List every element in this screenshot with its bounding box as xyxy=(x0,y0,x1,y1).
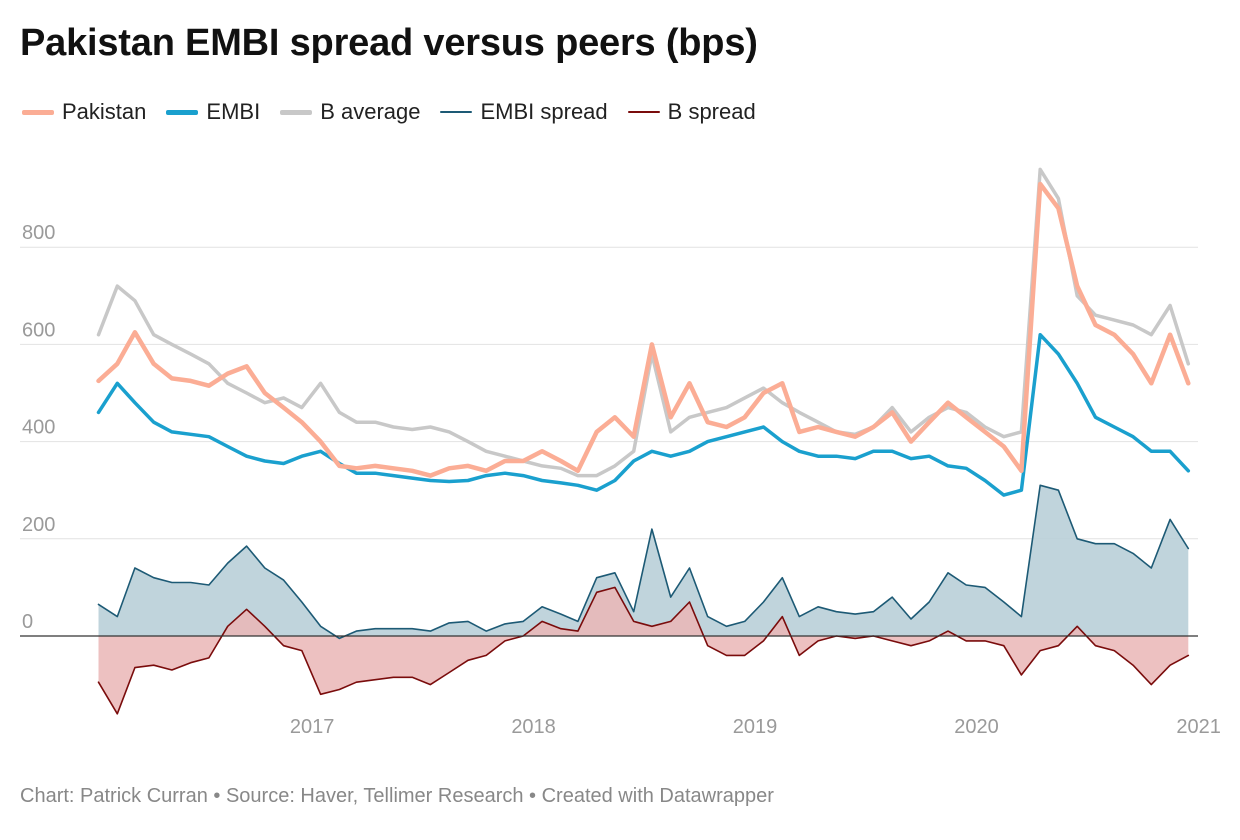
embi-spread-fill xyxy=(98,485,1189,639)
y-tick-label: 600 xyxy=(22,319,55,341)
legend-label: EMBI spread xyxy=(480,99,608,124)
series-line-b-average xyxy=(96,167,1191,478)
legend-label: EMBI xyxy=(206,99,261,124)
grid-lines xyxy=(20,246,1198,540)
x-tick-label: 2021 xyxy=(1176,716,1221,738)
chart-footer: Chart: Patrick Curran • Source: Haver, T… xyxy=(20,785,774,807)
legend-item-pakistan: Pakistan xyxy=(22,99,146,125)
legend-swatch xyxy=(627,111,660,113)
x-tick-label: 2020 xyxy=(954,716,999,738)
x-axis-labels: 2017 2018 2019 2020 2021 xyxy=(290,716,1221,738)
series-lines xyxy=(96,167,1191,715)
legend-swatch xyxy=(280,109,313,115)
chart-legend: Pakistan EMBI B average EMBI spread B spread xyxy=(22,98,776,126)
x-tick-label: 2017 xyxy=(290,716,335,738)
y-tick-label: 400 xyxy=(22,417,55,439)
legend-item-embi-spread: EMBI spread xyxy=(440,99,608,125)
legend-label: B average xyxy=(320,99,421,124)
b-spread-fill xyxy=(98,587,1189,714)
x-tick-label: 2018 xyxy=(511,716,556,738)
legend-swatch xyxy=(22,109,54,115)
y-tick-label: 200 xyxy=(22,514,55,536)
series-line-pakistan xyxy=(96,181,1191,478)
y-axis-labels: 0 200 400 600 800 xyxy=(22,222,55,633)
chart-title: Pakistan EMBI spread versus peers (bps) xyxy=(20,22,758,64)
legend-item-b-spread: B spread xyxy=(627,99,756,125)
legend-item-b-average: B average xyxy=(280,99,420,125)
legend-label: Pakistan xyxy=(62,99,147,124)
series-line-b-spread xyxy=(97,586,1190,715)
legend-swatch xyxy=(166,109,199,115)
spread-fills xyxy=(98,485,1189,714)
legend-swatch xyxy=(440,111,473,113)
series-line-embi-spread xyxy=(97,484,1190,640)
legend-label: B spread xyxy=(667,99,756,124)
legend-item-embi: EMBI xyxy=(166,99,260,125)
x-tick-label: 2019 xyxy=(733,716,778,738)
chart-area: 0 200 400 600 800 2017 2018 2019 2020 2021 xyxy=(20,167,1221,738)
y-tick-label: 800 xyxy=(22,222,55,244)
y-tick-label: 0 xyxy=(22,611,33,633)
series-line-embi xyxy=(96,332,1191,497)
